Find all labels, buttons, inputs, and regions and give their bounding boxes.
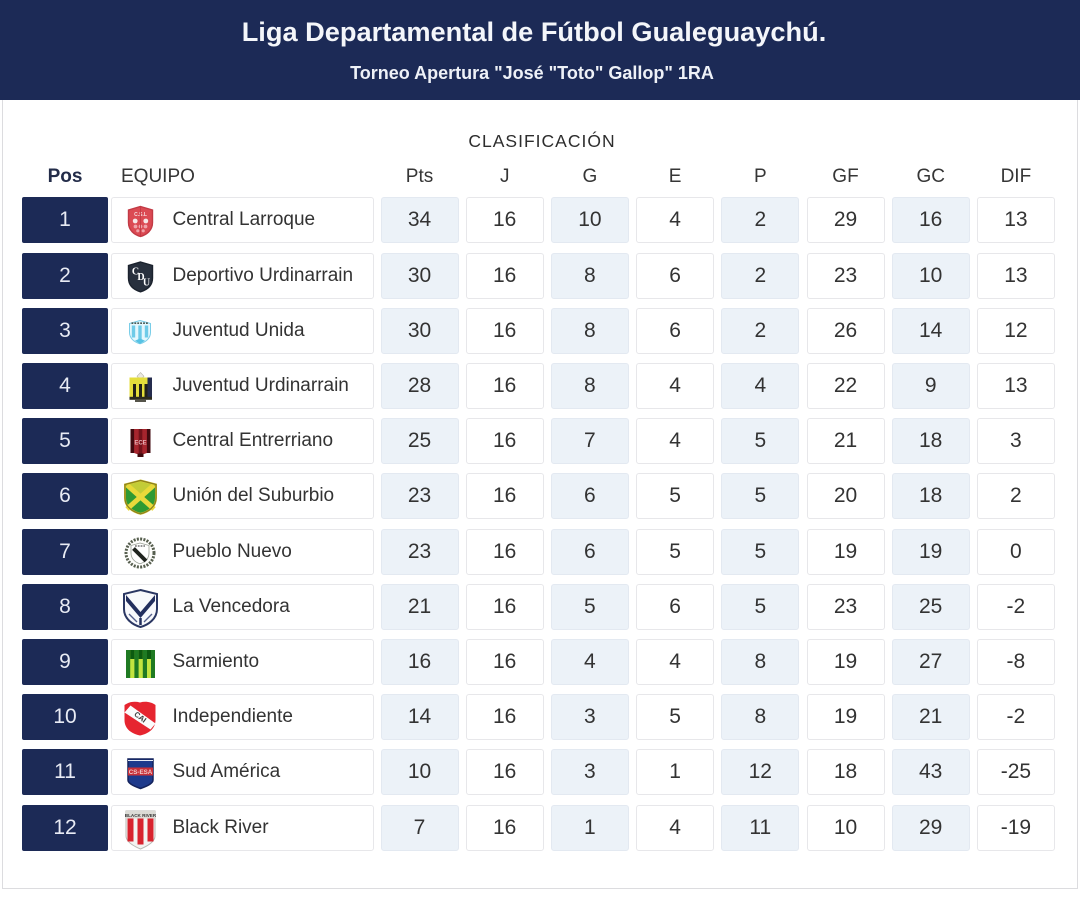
svg-text:C: C bbox=[131, 266, 138, 277]
svg-text:ECE: ECE bbox=[134, 441, 146, 447]
svg-text:CS-ESA: CS-ESA bbox=[128, 769, 152, 776]
svg-text:BLACK RIVER: BLACK RIVER bbox=[124, 813, 156, 818]
svg-text:D: D bbox=[137, 272, 144, 283]
svg-text:U: U bbox=[142, 277, 149, 288]
